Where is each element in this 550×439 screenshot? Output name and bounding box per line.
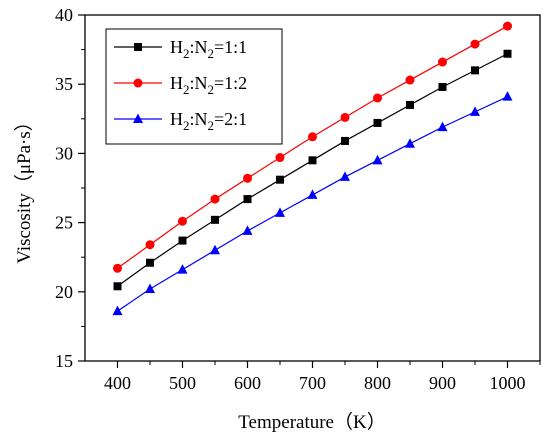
- legend-label-part: H: [170, 73, 183, 93]
- data-point: [112, 305, 123, 316]
- legend-label-part: :N: [190, 109, 208, 129]
- data-point: [503, 21, 512, 31]
- series-1: [113, 49, 512, 291]
- legend-label-part: 2: [183, 118, 190, 133]
- data-point: [275, 207, 285, 217]
- data-point: [341, 136, 349, 145]
- legend-label: H2:N2=1:2: [170, 73, 247, 97]
- legend-label-part: 2: [183, 82, 190, 97]
- legend-label-part: :N: [190, 37, 208, 57]
- x-tick-label: 1000: [490, 373, 526, 393]
- legend-label: H2:N2=2:1: [170, 109, 247, 133]
- legend-label: H2:N2=1:1: [170, 37, 247, 61]
- legend-label-part: 2: [208, 46, 215, 61]
- y-tick-label: 30: [55, 143, 73, 163]
- data-point: [210, 194, 220, 204]
- legend-label-part: =1:2: [214, 73, 247, 93]
- data-point: [470, 106, 480, 116]
- y-tick-label: 35: [55, 74, 73, 94]
- data-point: [438, 57, 447, 67]
- data-point: [503, 49, 512, 58]
- data-point: [340, 171, 350, 181]
- data-point: [243, 195, 252, 204]
- x-tick-label: 400: [104, 373, 131, 393]
- x-tick-label: 600: [234, 373, 261, 393]
- data-point: [340, 112, 350, 122]
- y-tick-label: 40: [55, 5, 73, 25]
- series-layer: [112, 21, 513, 316]
- data-point: [177, 264, 188, 274]
- data-point: [307, 189, 318, 199]
- legend-label-part: 2: [183, 46, 190, 61]
- legend-label-part: =1:1: [214, 37, 247, 57]
- x-tick-label: 900: [429, 373, 456, 393]
- data-point: [470, 39, 480, 49]
- data-point: [145, 240, 155, 250]
- data-point: [372, 154, 383, 165]
- y-tick-label: 15: [55, 351, 73, 371]
- y-tick-label: 25: [55, 213, 73, 233]
- legend-label-part: =2:1: [214, 109, 247, 129]
- y-axis-title: Viscosity（μPa·s）: [13, 112, 35, 264]
- x-tick-label: 700: [299, 373, 326, 393]
- data-point: [438, 82, 447, 91]
- data-point: [373, 118, 382, 127]
- data-point: [178, 216, 187, 226]
- data-point: [437, 121, 448, 132]
- data-point: [242, 225, 253, 235]
- x-tick-label: 800: [364, 373, 391, 393]
- data-point: [406, 100, 414, 109]
- x-axis-title: Temperature（K）: [238, 411, 385, 433]
- data-point: [471, 66, 479, 75]
- data-point: [113, 263, 122, 273]
- data-point: [178, 236, 187, 245]
- x-tick-label: 500: [169, 373, 196, 393]
- data-point: [308, 132, 317, 142]
- legend-marker: [133, 113, 143, 123]
- series-2: [113, 21, 512, 273]
- data-point: [308, 156, 317, 165]
- legend-label-part: 2: [208, 82, 215, 97]
- data-point: [211, 215, 219, 224]
- data-point: [276, 175, 284, 184]
- legend-marker: [134, 43, 142, 51]
- legend-label-part: :N: [190, 73, 208, 93]
- ticks-layer: 400 500 600 700 800 900 1000 15 20 25 30 35 40: [55, 5, 541, 393]
- data-point: [243, 173, 252, 183]
- legend-label-part: H: [170, 37, 183, 57]
- data-point: [405, 138, 415, 148]
- y-tick-label: 20: [55, 282, 73, 302]
- data-point: [502, 91, 513, 101]
- data-point: [113, 282, 122, 291]
- data-point: [275, 153, 285, 163]
- series-3: [112, 91, 513, 316]
- legend-marker: [133, 78, 143, 88]
- data-point: [210, 244, 220, 255]
- legend-label-part: 2: [208, 118, 215, 133]
- data-point: [373, 93, 382, 103]
- legend-label-part: H: [170, 109, 183, 129]
- data-point: [145, 283, 155, 294]
- data-point: [405, 75, 415, 85]
- data-point: [146, 258, 154, 267]
- legend: H2:N2=1:1H2:N2=1:2H2:N2=2:1: [105, 28, 283, 145]
